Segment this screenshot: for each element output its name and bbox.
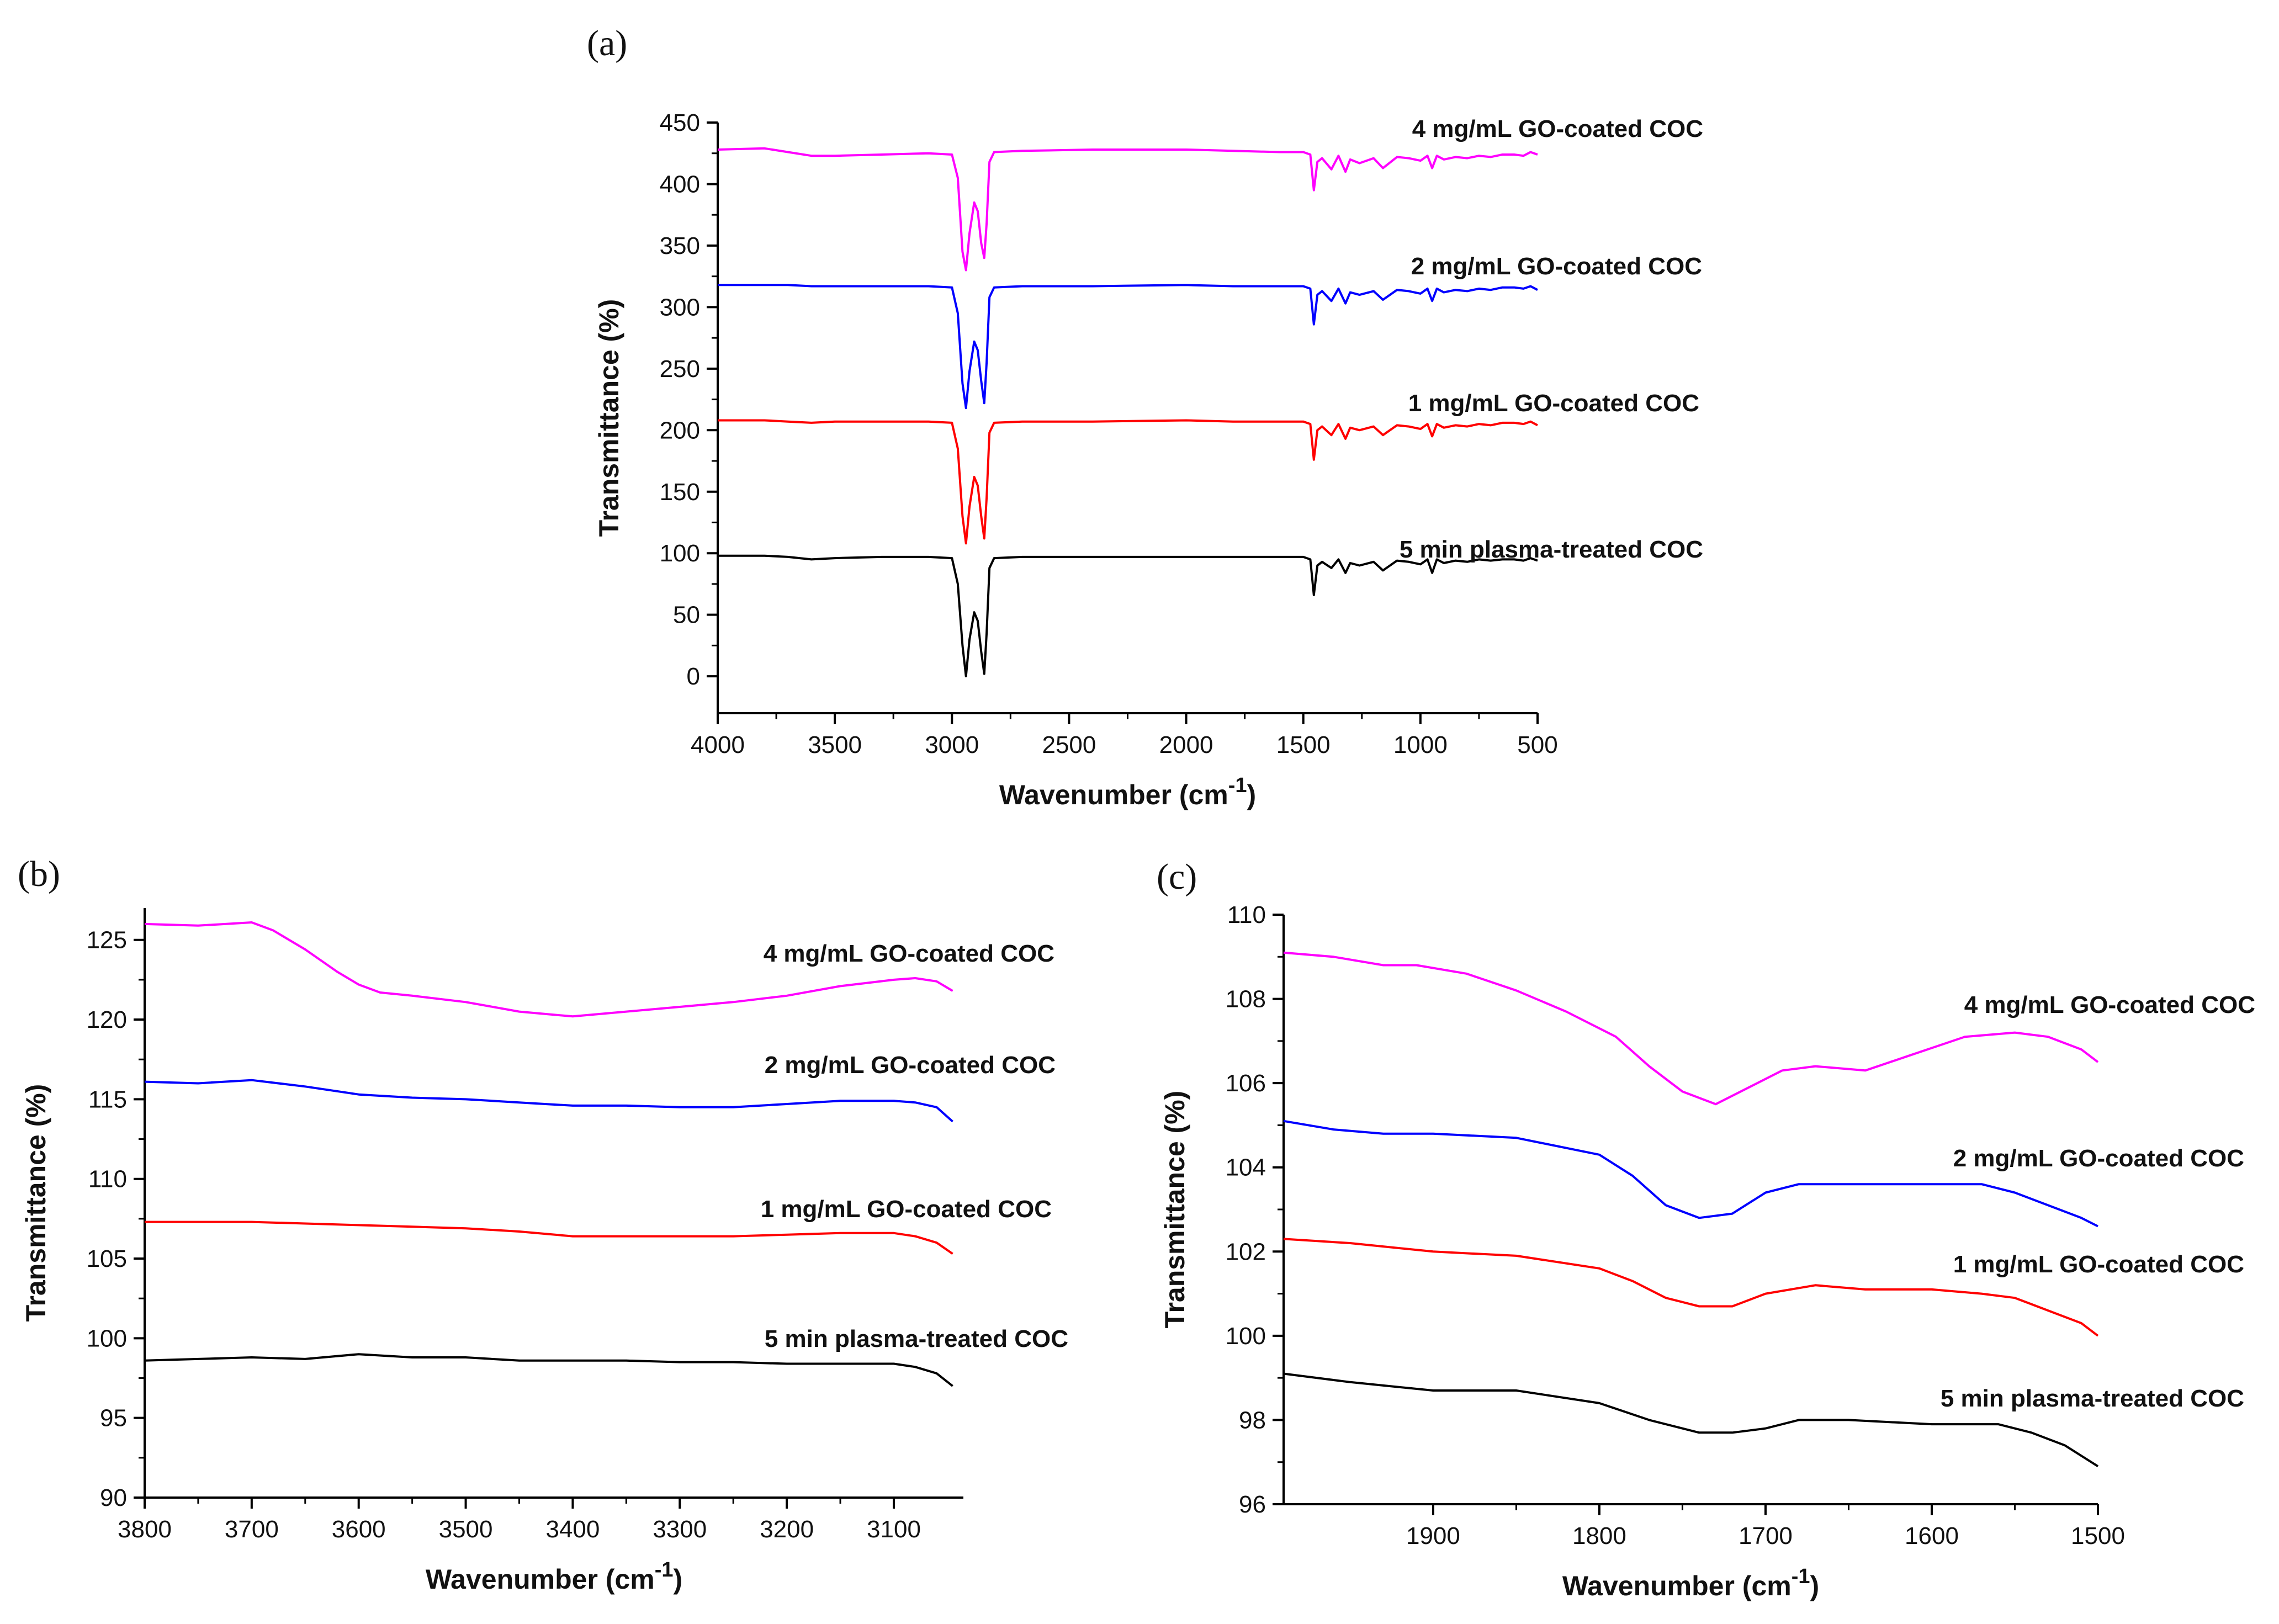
series-label: 5 min plasma-treated COC [1941, 1385, 2244, 1412]
x-tick-label: 500 [1517, 731, 1557, 758]
y-tick-label: 100 [87, 1325, 127, 1352]
y-tick-label: 96 [1239, 1491, 1266, 1518]
series-label: 5 min plasma-treated COC [1400, 536, 1703, 563]
series-label: 5 min plasma-treated COC [765, 1325, 1068, 1352]
x-tick-label: 1900 [1406, 1522, 1460, 1549]
y-tick-label: 106 [1226, 1070, 1266, 1097]
x-axis-label: Wavenumber (cm-1) [1562, 1565, 1819, 1601]
y-tick-label: 104 [1226, 1154, 1266, 1181]
series-line [144, 1079, 953, 1123]
x-tick-label: 3500 [808, 731, 862, 758]
series-label: 1 mg/mL GO-coated COC [1953, 1251, 2244, 1278]
y-tick-label: 115 [88, 1086, 127, 1113]
y-tick-label: 150 [660, 479, 700, 506]
chart-panel-b: (b) 3800 3700 3600 3500 3400 3300 3200 3100 90 95 1… [18, 854, 1068, 1595]
series-line [1283, 951, 2099, 1106]
x-tick-label: 2000 [1159, 731, 1213, 758]
y-tick-label: 90 [100, 1484, 127, 1511]
chart-panel-a: (a) 4000 3500 3000 2500 2000 1500 1000 500 0 50 100… [587, 23, 1703, 810]
x-tick-label: 4000 [691, 731, 745, 758]
y-tick-label: 102 [1226, 1238, 1266, 1265]
x-tick-label: 1000 [1393, 731, 1448, 758]
series-line [145, 1220, 953, 1255]
series-label: 4 mg/mL GO-coated COC [1964, 991, 2255, 1018]
series-line [718, 419, 1538, 545]
y-tick-label: 100 [660, 540, 700, 567]
x-tick-label: 3600 [332, 1516, 386, 1543]
x-tick-label: 1500 [1276, 731, 1331, 758]
y-tick-label: 350 [660, 232, 700, 259]
series-line [144, 921, 953, 1018]
y-tick-label: 125 [87, 927, 127, 954]
y-tick-label: 100 [1226, 1323, 1266, 1350]
chart-panel-c: (c) 1900 1800 1700 1600 1500 96 98 100 102 104 106 1… [1157, 857, 2255, 1601]
x-tick-label: 3300 [653, 1516, 707, 1543]
y-tick-label: 105 [87, 1245, 127, 1272]
y-tick-label: 95 [100, 1405, 127, 1432]
y-tick-label: 108 [1226, 986, 1266, 1013]
series-line [718, 284, 1538, 410]
y-tick-label: 98 [1239, 1407, 1266, 1434]
x-tick-label: 3200 [760, 1516, 814, 1543]
series-label: 4 mg/mL GO-coated COC [764, 940, 1054, 967]
x-tick-label: 3000 [925, 731, 979, 758]
x-tick-label: 2500 [1042, 731, 1096, 758]
series-line [718, 554, 1538, 678]
y-tick-label: 120 [87, 1006, 127, 1033]
series-label: 1 mg/mL GO-coated COC [1408, 390, 1699, 417]
x-tick-label: 3800 [118, 1516, 172, 1543]
series-label: 2 mg/mL GO-coated COC [1411, 253, 1702, 280]
x-axis-label: Wavenumber (cm-1) [426, 1558, 682, 1595]
x-tick-label: 1800 [1572, 1522, 1626, 1549]
y-tick-label: 110 [88, 1166, 127, 1193]
series-line [717, 147, 1538, 272]
series-label: 2 mg/mL GO-coated COC [1953, 1145, 2244, 1172]
series-label: 4 mg/mL GO-coated COC [1412, 115, 1703, 142]
panel-label: (b) [18, 854, 60, 894]
y-tick-label: 200 [660, 417, 700, 444]
x-tick-label: 3700 [225, 1516, 279, 1543]
y-tick-label: 400 [660, 171, 700, 198]
series-line [144, 1353, 953, 1387]
y-tick-label: 50 [673, 602, 700, 629]
series-line [1283, 1119, 2098, 1228]
panel-label: (a) [587, 23, 627, 63]
y-axis-label: Transmittance (%) [1159, 1091, 1190, 1329]
x-tick-label: 3400 [545, 1516, 600, 1543]
x-axis-label: Wavenumber (cm-1) [999, 774, 1256, 810]
y-tick-label: 0 [687, 663, 700, 690]
series-label: 2 mg/mL GO-coated COC [765, 1052, 1056, 1079]
x-tick-label: 1500 [2071, 1522, 2125, 1549]
series-line [1283, 1372, 2099, 1467]
x-tick-label: 3500 [439, 1516, 493, 1543]
y-tick-label: 110 [1227, 901, 1266, 928]
y-tick-label: 450 [660, 109, 700, 136]
panel-label: (c) [1157, 857, 1197, 897]
y-axis-label: Transmittance (%) [593, 299, 624, 537]
x-tick-label: 1600 [1905, 1522, 1959, 1549]
series-label: 1 mg/mL GO-coated COC [761, 1196, 1052, 1223]
x-tick-label: 1700 [1739, 1522, 1793, 1549]
x-tick-label: 3100 [867, 1516, 921, 1543]
y-tick-label: 250 [660, 355, 700, 383]
y-axis-label: Transmittance (%) [20, 1084, 51, 1322]
series-line [1283, 1238, 2099, 1337]
y-tick-label: 300 [660, 294, 700, 321]
